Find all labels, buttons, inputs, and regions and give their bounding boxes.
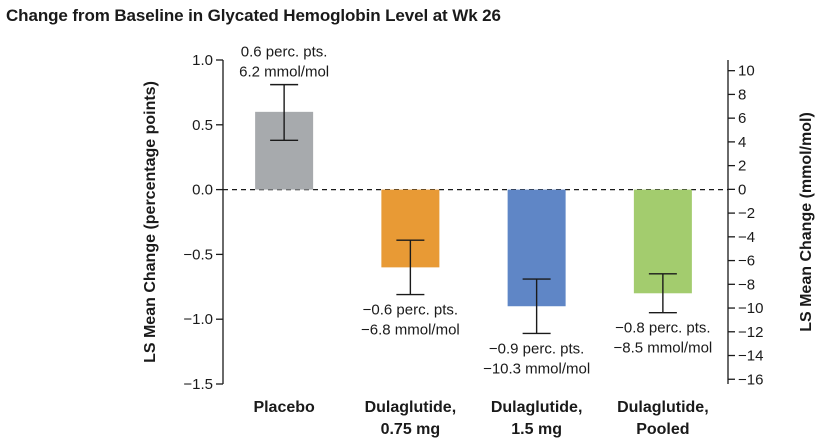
right-tick-label: −10 (738, 300, 763, 317)
right-tick-label: −8 (738, 276, 755, 293)
right-axis-title: LS Mean Change (mmol/mol) (798, 112, 815, 332)
right-tick-label: −12 (738, 324, 763, 341)
left-tick-label: 0.0 (192, 182, 213, 199)
category-label: Dulaglutide, (491, 399, 583, 416)
right-tick-label: 4 (738, 134, 746, 151)
category-label: 0.75 mg (381, 421, 441, 438)
left-tick-label: 1.0 (192, 52, 213, 69)
data-label: 6.2 mmol/mol (239, 64, 329, 81)
category-label: Pooled (636, 421, 689, 438)
data-label: −0.8 perc. pts. (615, 320, 710, 337)
right-tick-label: −14 (738, 348, 763, 365)
right-tick-label: 2 (738, 158, 746, 175)
data-label: −10.3 mmol/mol (483, 360, 590, 377)
category-label: 1.5 mg (511, 421, 562, 438)
right-tick-label: 10 (738, 63, 755, 80)
left-tick-label: −0.5 (183, 246, 213, 263)
right-tick-label: −16 (738, 371, 763, 388)
right-tick-label: 6 (738, 110, 746, 127)
data-label: −0.6 perc. pts. (363, 302, 458, 319)
chart-title: Change from Baseline in Glycated Hemoglo… (6, 6, 501, 25)
right-tick-label: −2 (738, 205, 755, 222)
right-tick-label: −4 (738, 229, 755, 246)
data-label: −8.5 mmol/mol (613, 340, 712, 357)
category-label: Dulaglutide, (617, 399, 709, 416)
data-label: 0.6 perc. pts. (241, 44, 328, 61)
category-label: Placebo (253, 399, 315, 416)
category-label: Dulaglutide, (365, 399, 457, 416)
right-tick-label: 8 (738, 86, 746, 103)
data-label: −0.9 perc. pts. (489, 340, 584, 357)
right-tick-label: 0 (738, 181, 746, 198)
left-tick-label: −1.5 (183, 376, 213, 393)
data-label: −6.8 mmol/mol (361, 322, 460, 339)
left-axis-title: LS Mean Change (percentage points) (142, 81, 159, 363)
right-tick-label: −6 (738, 253, 755, 270)
axes: 1.0 0.5 0.0 −0.5 −1.0 −1.5 10 8 6 4 2 0 −2 −4 −6 −8 −10 −… (142, 52, 815, 393)
left-tick-label: −1.0 (183, 311, 213, 328)
left-tick-label: 0.5 (192, 117, 213, 134)
bars (255, 83, 692, 335)
labels: 0.6 perc. pts. 6.2 mmol/mol Placebo −0.6 pe… (239, 44, 712, 438)
